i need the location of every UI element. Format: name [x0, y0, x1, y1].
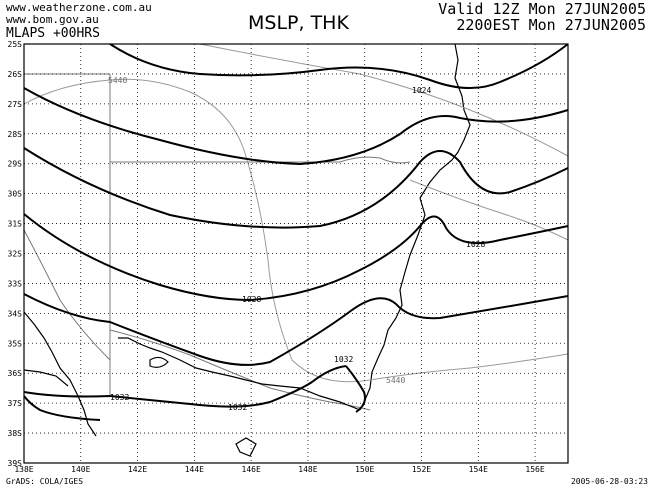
south-coast-sa	[23, 311, 97, 437]
generated-timestamp: 2005-06-28-03:23	[570, 477, 648, 486]
latitude-tick-label: 39S	[8, 459, 23, 468]
isobar-1036	[23, 395, 101, 421]
latitude-tick-label: 31S	[8, 220, 23, 229]
thickness-upper-contour	[199, 43, 569, 157]
state-borders	[23, 73, 411, 411]
thickness-5440-contour	[23, 78, 569, 383]
latitude-tick-label: 27S	[8, 100, 23, 109]
sa-border-south	[23, 229, 111, 361]
latitude-tick-label: 29S	[8, 160, 23, 169]
valid-time-local: 2200EST Mon 27JUN2005	[456, 16, 646, 34]
south-coast-vic	[118, 337, 361, 411]
longitude-tick-label: 150E	[355, 465, 374, 474]
longitude-tick-label: 154E	[469, 465, 488, 474]
latitude-tick-label: 36S	[8, 369, 23, 378]
port-phillip	[149, 356, 169, 368]
latitude-tick-label: 33S	[8, 279, 23, 288]
longitude-tick-label: 144E	[185, 465, 204, 474]
thickness-contours	[23, 43, 569, 383]
latitude-labels: 25S 26S 27S 28S 29S 30S 31S 32S 33S 34S 35S 36S 37S 3…	[8, 40, 23, 468]
east-coast	[359, 43, 471, 411]
longitude-tick-label: 156E	[525, 465, 544, 474]
thickness-label: 5440	[108, 76, 127, 85]
isobar-1028b	[23, 293, 569, 366]
isobar-label: 1028	[466, 240, 485, 249]
longitude-tick-label: 138E	[14, 465, 33, 474]
source-url-bom: www.bom.gov.au	[6, 13, 99, 26]
isobar-label: 1028	[242, 295, 261, 304]
isobar-label: 1032	[110, 393, 129, 402]
source-url-weatherzone: www.weatherzone.com.au	[6, 1, 152, 14]
longitude-labels: 138E 140E 142E 144E 146E 148E 150E 152E 154E 156E	[14, 465, 545, 474]
longitude-tick-label: 142E	[128, 465, 147, 474]
latitude-tick-label: 32S	[8, 250, 23, 259]
isobar-label: 1024	[412, 86, 431, 95]
latitude-tick-label: 28S	[8, 130, 23, 139]
thickness-label: 5440	[386, 376, 405, 385]
map-title: MSLP, THK	[248, 12, 349, 34]
valid-time-utc: Valid 12Z Mon 27JUN2005	[438, 0, 646, 18]
isobars	[23, 43, 569, 421]
latitude-tick-label: 25S	[8, 40, 23, 49]
tasmania-north	[235, 437, 257, 457]
contour-labels: 1024 1028 1028 1032 1032 1032 5440 5440	[108, 76, 485, 412]
coastline	[23, 43, 471, 457]
isobar-1020	[109, 43, 569, 90]
latitude-tick-label: 37S	[8, 399, 23, 408]
model-run-label: MLAPS +00HRS	[6, 26, 100, 41]
isobar-1024	[23, 87, 569, 166]
isobar-1032b	[345, 365, 366, 413]
longitude-tick-label: 152E	[412, 465, 431, 474]
gulf-coast	[23, 369, 69, 387]
latitude-tick-label: 38S	[8, 429, 23, 438]
latitude-tick-label: 35S	[8, 339, 23, 348]
latitude-tick-label: 30S	[8, 190, 23, 199]
isobar-1028	[23, 213, 569, 302]
latitude-tick-label: 34S	[8, 309, 23, 318]
isobar-1024b	[23, 147, 569, 229]
grads-credit: GrADS: COLA/IGES	[6, 477, 84, 486]
longitude-tick-label: 140E	[71, 465, 90, 474]
longitude-tick-label: 146E	[242, 465, 261, 474]
longitude-tick-label: 148E	[298, 465, 317, 474]
qld-nsw-border-east	[339, 156, 411, 164]
graticule	[24, 44, 568, 463]
isobar-1032	[23, 365, 347, 408]
isobar-label: 1032	[228, 403, 247, 412]
nsw-vic-border	[109, 329, 371, 411]
latitude-tick-label: 26S	[8, 70, 23, 79]
isobar-label: 1032	[334, 355, 353, 364]
